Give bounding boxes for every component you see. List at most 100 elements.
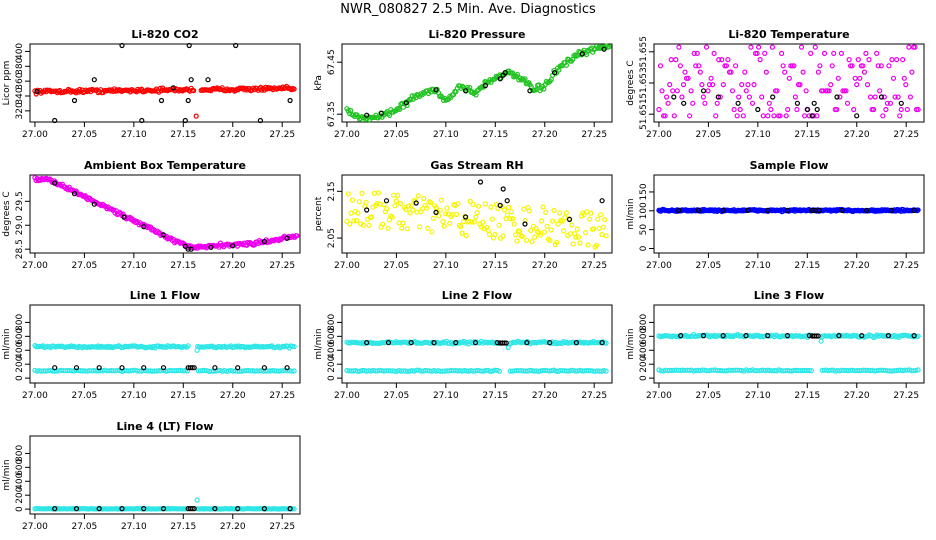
- y-tick-label: 800: [15, 314, 25, 331]
- plot-frame: [341, 174, 613, 254]
- data-point: [472, 340, 479, 346]
- data-point: [438, 197, 445, 203]
- data-point: [679, 94, 685, 100]
- data-point: [182, 243, 188, 249]
- data-point: [182, 367, 188, 374]
- data-point: [469, 219, 475, 225]
- data-point: [814, 106, 820, 113]
- panel-title: Line 2 Flow: [442, 289, 512, 302]
- x-tick-label: 27.10: [745, 130, 771, 140]
- series-low: [344, 367, 609, 374]
- x-tick-label: 27.20: [844, 130, 870, 140]
- data-point: [73, 506, 80, 512]
- plot-frame: [29, 174, 301, 254]
- data-point: [233, 87, 239, 94]
- data-point: [806, 367, 812, 374]
- data-point: [881, 94, 887, 100]
- y-tick-label: 51.653: [639, 67, 649, 99]
- data-point: [375, 190, 382, 196]
- data-point: [119, 365, 125, 371]
- data-point: [191, 87, 197, 94]
- data-point: [686, 113, 693, 119]
- data-point: [521, 206, 527, 212]
- x-tick-label: 27.25: [269, 391, 295, 401]
- data-point: [803, 88, 809, 94]
- data-point: [815, 69, 822, 75]
- x-tick-label: 27.00: [334, 261, 360, 271]
- data-point: [519, 233, 526, 239]
- y-tick-label: 360: [15, 72, 25, 89]
- data-point: [403, 100, 409, 106]
- x-tick-label: 27.25: [581, 261, 607, 271]
- data-point: [860, 63, 866, 69]
- data-point: [694, 50, 700, 57]
- data-point: [433, 87, 439, 93]
- data-point: [678, 333, 684, 339]
- x-tick-label: 27.25: [269, 522, 295, 532]
- data-point: [659, 88, 665, 94]
- data-point: [778, 50, 785, 57]
- data-point: [185, 97, 191, 104]
- data-point: [510, 216, 516, 222]
- data-point: [526, 208, 532, 214]
- data-point: [454, 211, 460, 217]
- data-point: [599, 340, 605, 346]
- x-tick-label: 27.10: [433, 261, 459, 271]
- data-point: [839, 207, 845, 213]
- data-point: [693, 63, 699, 69]
- data-point: [470, 201, 476, 208]
- data-point: [798, 44, 805, 50]
- data-point: [403, 206, 409, 213]
- data-point: [258, 84, 264, 91]
- data-point: [492, 367, 498, 373]
- data-point: [528, 227, 534, 234]
- data-point: [886, 63, 892, 69]
- data-point: [423, 205, 430, 211]
- data-point: [355, 210, 361, 216]
- data-point: [711, 50, 717, 57]
- data-point: [205, 77, 211, 83]
- data-point: [854, 81, 860, 88]
- data-point: [467, 198, 473, 204]
- panel-title: Line 4 (LT) Flow: [117, 420, 214, 433]
- series-high: [32, 343, 297, 351]
- data-point: [107, 88, 114, 94]
- series-calibration: [52, 506, 293, 512]
- data-point: [843, 88, 849, 94]
- data-point: [720, 333, 726, 339]
- data-point: [185, 343, 191, 349]
- data-point: [573, 234, 579, 240]
- data-point: [547, 237, 553, 243]
- x-tick-label: 27.15: [170, 522, 196, 532]
- data-point: [745, 207, 751, 213]
- data-point: [189, 506, 195, 512]
- plot-frame: [653, 304, 925, 384]
- data-point: [600, 224, 606, 230]
- data-point: [770, 94, 776, 100]
- data-point: [732, 63, 739, 69]
- x-tick-label: 27.00: [646, 391, 672, 401]
- data-point: [364, 207, 370, 213]
- plot-frame: [29, 435, 301, 515]
- data-point: [289, 368, 295, 374]
- x-tick-label: 27.15: [482, 391, 508, 401]
- data-point: [743, 333, 749, 339]
- data-point: [895, 94, 901, 100]
- data-point: [680, 81, 687, 88]
- data-point: [291, 86, 297, 92]
- data-point: [384, 206, 390, 212]
- data-point: [52, 506, 58, 512]
- data-point: [496, 222, 502, 228]
- data-point: [875, 63, 881, 69]
- panel-rh: Gas Stream RH 27.00 27.05 27.10 27.15 27.20 27…: [314, 159, 613, 271]
- data-point: [287, 506, 293, 512]
- x-tick-label: 27.15: [170, 261, 196, 271]
- data-point: [700, 88, 707, 94]
- data-point: [506, 204, 512, 210]
- data-point: [671, 94, 677, 100]
- data-point: [708, 75, 714, 81]
- data-point: [759, 94, 765, 100]
- y-tick-label: 51.651: [639, 98, 649, 130]
- data-point: [261, 506, 267, 512]
- data-point: [783, 113, 789, 119]
